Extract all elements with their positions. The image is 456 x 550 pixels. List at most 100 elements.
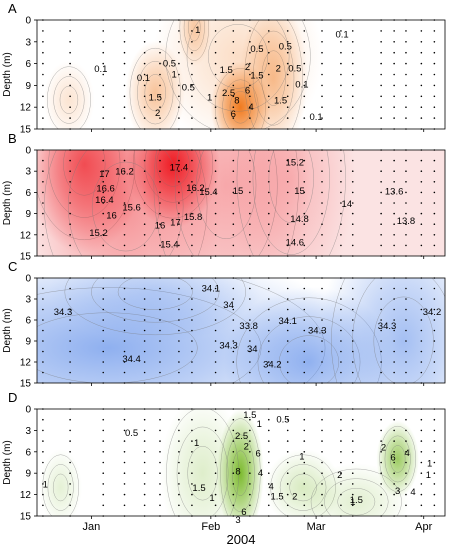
sample-point: [286, 461, 289, 464]
sample-point: [267, 371, 270, 374]
sample-point: [420, 504, 423, 507]
sample-point: [321, 298, 323, 300]
sample-point: [267, 191, 270, 194]
sample-point: [340, 170, 342, 172]
contour-label: 1: [207, 93, 212, 104]
sample-point: [42, 117, 44, 119]
sample-point: [69, 191, 71, 194]
sample-point: [420, 212, 423, 215]
sample-point: [69, 361, 71, 363]
sample-point: [380, 451, 382, 453]
sample-point: [321, 170, 323, 172]
sample-point: [380, 51, 382, 54]
contour-label: 34.1: [278, 316, 297, 327]
sample-point: [433, 429, 436, 432]
sample-point: [286, 202, 289, 204]
sample-point: [69, 287, 71, 290]
sample-point: [42, 350, 44, 353]
sample-point: [214, 308, 217, 311]
sample-point: [433, 504, 436, 507]
sample-point: [232, 212, 235, 215]
sample-point: [143, 95, 146, 98]
sample-point: [267, 95, 270, 98]
sample-point: [393, 493, 395, 496]
sample-point: [191, 371, 193, 374]
sample-point: [433, 451, 436, 453]
sample-point: [102, 461, 105, 464]
sample-point: [102, 350, 105, 353]
sample-point: [102, 212, 105, 215]
sample-point: [286, 30, 289, 32]
sample-point: [42, 461, 44, 464]
sample-point: [214, 106, 217, 108]
sample-point: [123, 483, 126, 485]
sample-point: [321, 212, 323, 215]
contour-label: 3: [235, 515, 240, 526]
sample-point: [143, 181, 146, 183]
sample-point: [102, 95, 105, 98]
sample-point: [267, 483, 270, 485]
sample-point: [123, 181, 126, 183]
sample-point: [286, 117, 289, 119]
sample-point: [42, 308, 44, 311]
contour-label: 34.1: [202, 283, 221, 294]
sample-point: [214, 51, 217, 54]
sample-point: [159, 493, 161, 496]
contour-label: 4: [248, 102, 253, 113]
sample-point: [286, 440, 289, 442]
sample-point: [143, 483, 146, 485]
y-tick-label: 6: [25, 316, 31, 327]
sample-point: [159, 350, 161, 353]
sample-point: [102, 418, 105, 421]
sample-point: [214, 340, 217, 342]
sample-point: [123, 41, 126, 43]
sample-point: [123, 472, 126, 475]
sample-point: [249, 361, 251, 363]
contour-label: 0.5: [125, 428, 138, 439]
contour-label: 2: [245, 62, 250, 73]
sample-point: [191, 451, 193, 453]
sample-point: [42, 483, 44, 485]
sample-point: [69, 223, 71, 225]
sample-point: [380, 191, 382, 194]
sample-point: [393, 319, 395, 321]
sample-point: [340, 461, 342, 464]
sample-point: [321, 350, 323, 353]
sample-point: [405, 329, 407, 332]
sample-point: [303, 329, 306, 332]
sample-point: [102, 451, 105, 453]
sample-point: [191, 223, 193, 225]
sample-point: [191, 244, 193, 247]
contour-label: 1: [43, 479, 48, 490]
contour-label: 14: [342, 199, 353, 210]
sample-point: [286, 371, 289, 374]
sample-point: [433, 212, 436, 215]
sample-point: [143, 493, 146, 496]
sample-point: [42, 451, 44, 453]
sample-point: [143, 212, 146, 215]
sample-point: [433, 234, 436, 236]
sample-point: [249, 41, 251, 43]
contour-label: 0.5: [279, 42, 292, 53]
contour-line: [46, 66, 91, 129]
sample-point: [232, 62, 235, 65]
sample-point: [143, 361, 146, 363]
sample-point: [191, 493, 193, 496]
contour-label: 6: [245, 85, 250, 96]
sample-point: [159, 117, 161, 119]
sample-point: [433, 440, 436, 442]
sample-point: [42, 95, 44, 98]
sample-point: [340, 418, 342, 421]
sample-point: [159, 170, 161, 172]
sample-point: [267, 170, 270, 172]
sample-point: [191, 472, 193, 475]
sample-point: [393, 73, 395, 76]
sample-point: [214, 329, 217, 332]
sample-point: [393, 51, 395, 54]
contour-label: 1: [427, 459, 432, 470]
sample-point: [159, 308, 161, 311]
sample-point: [249, 472, 251, 475]
sample-point: [232, 159, 235, 162]
sample-point: [393, 181, 395, 183]
sample-point: [321, 117, 323, 119]
